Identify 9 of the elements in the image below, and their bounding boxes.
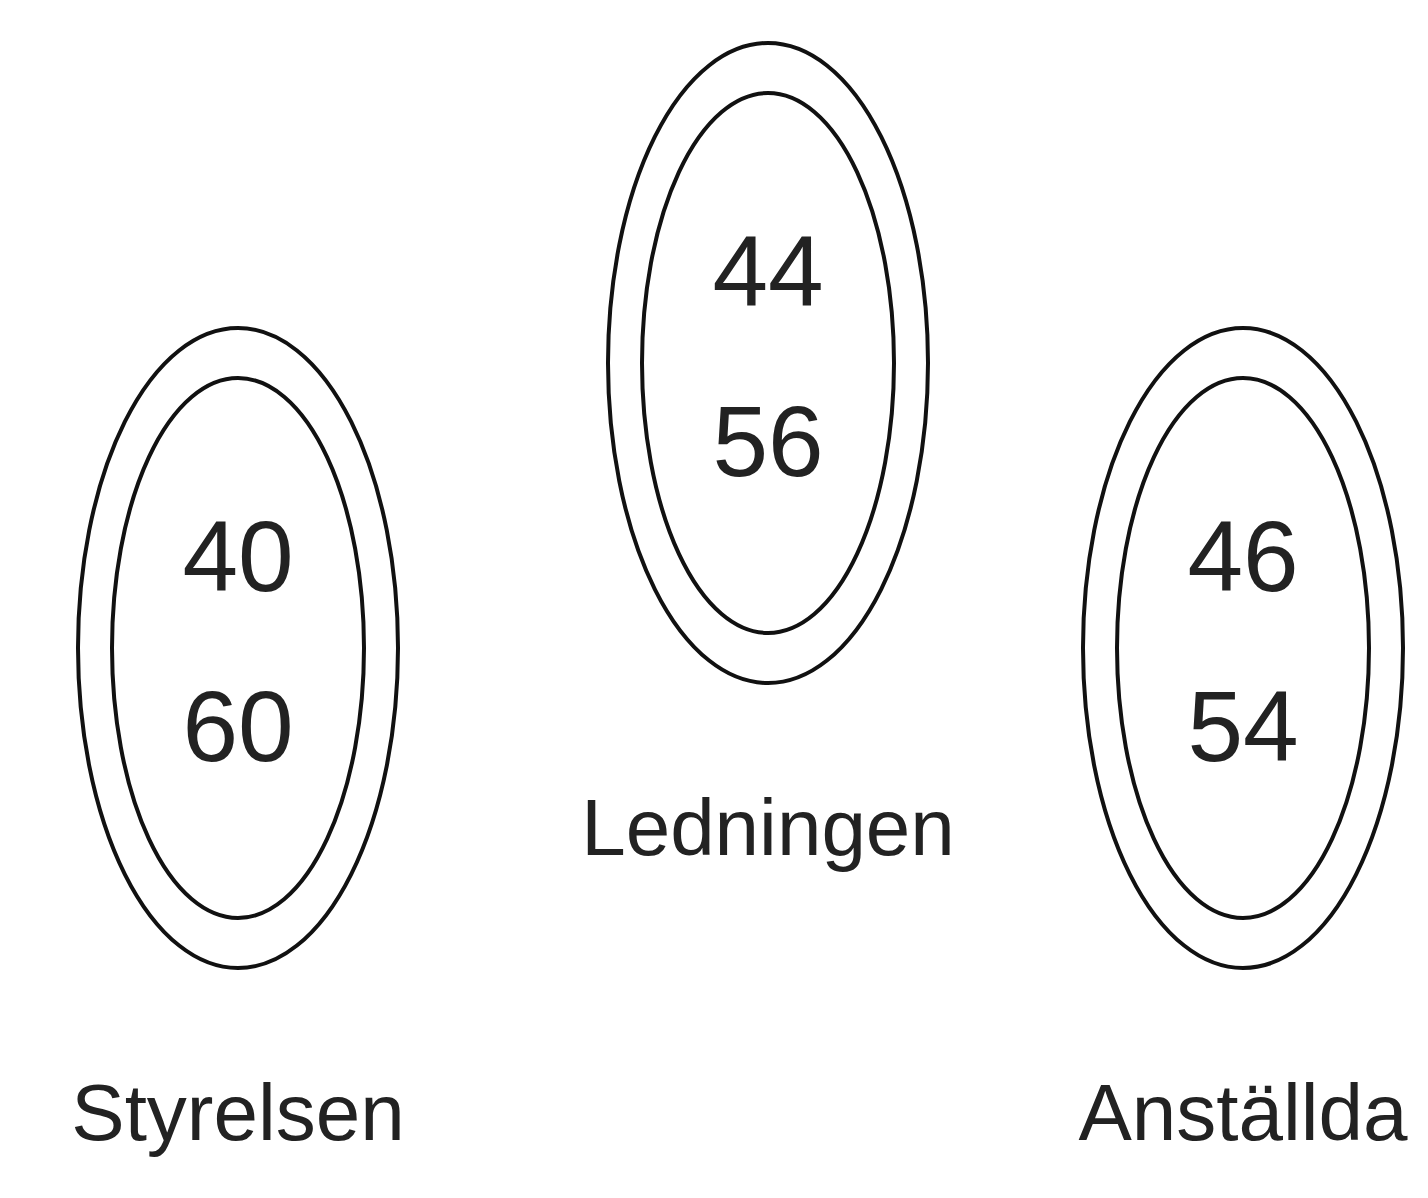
data-label: 56 [712, 384, 824, 497]
data-label: 60 [182, 669, 294, 782]
data-label: 40 [182, 499, 294, 612]
text: Ledningen [581, 783, 955, 873]
data-label: 54 [1187, 669, 1299, 782]
data-label: 44 [712, 214, 824, 327]
text: Styrelsen [71, 1068, 405, 1158]
text: Anställda [1078, 1068, 1409, 1158]
data-label: 46 [1187, 499, 1299, 612]
